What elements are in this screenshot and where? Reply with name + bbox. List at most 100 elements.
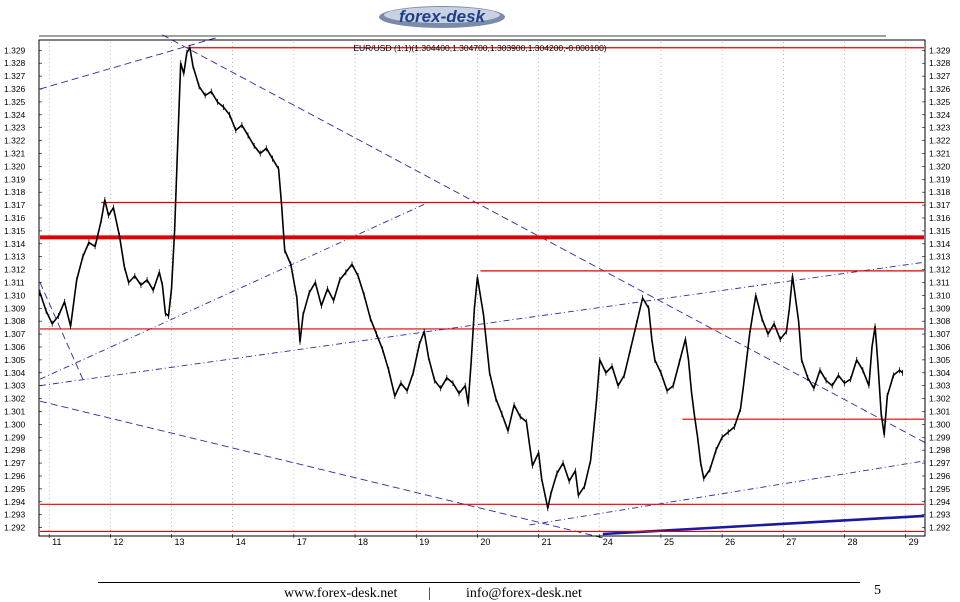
y-tick-label: 1.303	[929, 381, 951, 391]
y-tick-label: 1.304	[4, 368, 26, 378]
y-tick-label: 1.302	[929, 394, 951, 404]
y-tick-label: 1.294	[929, 497, 951, 507]
y-tick-label: 1.305	[4, 355, 26, 365]
x-tick-label: 21	[542, 537, 552, 547]
y-tick-label: 1.317	[929, 200, 951, 210]
plot-frame	[38, 39, 926, 537]
y-tick-label: 1.303	[4, 381, 26, 391]
footer-email-link[interactable]: info@forex-desk.net	[466, 586, 582, 601]
y-tick-label: 1.312	[929, 265, 951, 275]
footer-rule	[98, 582, 860, 583]
y-axis-left: 1.329 1.328 1.327 1.326 1.325 1.324 1.323 1.322…	[4, 45, 42, 533]
trendline	[39, 36, 218, 90]
y-tick-label: 1.323	[929, 123, 951, 133]
y-tick-label: 1.319	[929, 174, 951, 184]
y-tick-label: 1.300	[929, 419, 951, 429]
y-tick-label: 1.316	[4, 213, 26, 223]
x-tick-label: 14	[236, 537, 246, 547]
y-tick-label: 1.322	[929, 136, 951, 146]
y-tick-label: 1.328	[4, 58, 26, 68]
y-tick-label: 1.297	[4, 458, 26, 468]
y-tick-label: 1.296	[929, 471, 951, 481]
y-tick-label: 1.314	[4, 239, 26, 249]
y-tick-label: 1.308	[4, 316, 26, 326]
x-tick-label: 20	[480, 537, 490, 547]
y-tick-label: 1.296	[4, 471, 26, 481]
y-tick-label: 1.308	[929, 316, 951, 326]
y-tick-label: 1.311	[929, 277, 950, 287]
y-tick-label: 1.305	[929, 355, 951, 365]
y-tick-label: 1.310	[4, 290, 26, 300]
y-tick-label: 1.292	[4, 523, 26, 533]
x-tick-label: 19	[419, 537, 429, 547]
y-tick-label: 1.307	[929, 329, 951, 339]
y-tick-label: 1.301	[4, 406, 26, 416]
y-tick-label: 1.301	[929, 406, 951, 416]
y-tick-label: 1.315	[929, 226, 951, 236]
footer: www.forex-desk.net | info@forex-desk.net…	[0, 580, 960, 602]
y-tick-label: 1.295	[929, 484, 951, 494]
x-tick-label: 24	[603, 537, 613, 547]
y-tick-label: 1.320	[4, 161, 26, 171]
x-tick-label: 25	[664, 537, 674, 547]
y-tick-label: 1.323	[4, 123, 26, 133]
y-tick-label: 1.292	[929, 523, 951, 533]
y-tick-label: 1.316	[929, 213, 951, 223]
y-axis-right: 1.329 1.328 1.327 1.326 1.325 1.324 1.323 1.322…	[922, 45, 951, 533]
trendline	[39, 282, 84, 380]
y-tick-label: 1.328	[929, 58, 951, 68]
y-tick-label: 1.312	[4, 265, 26, 275]
grid	[48, 42, 906, 534]
y-tick-label: 1.324	[4, 110, 26, 120]
trendline	[39, 400, 603, 539]
x-tick-label: 17	[297, 537, 307, 547]
y-tick-label: 1.297	[929, 458, 951, 468]
y-tick-label: 1.319	[4, 174, 26, 184]
y-tick-label: 1.299	[929, 432, 951, 442]
chart-title: EUR/USD (1:1)(1.304400,1.304700,1.303900…	[353, 43, 606, 53]
logo-text: forex-desk	[399, 7, 487, 26]
x-axis: 11 12 13 14 17 18 19 20 21 24 25 26 27 28 29	[48, 534, 919, 547]
y-tick-label: 1.295	[4, 484, 26, 494]
horizontal-levels	[40, 47, 924, 533]
y-tick-label: 1.307	[4, 329, 26, 339]
eurusd-chart: EUR/USD (1:1)(1.304400,1.304700,1.303900…	[4, 34, 951, 547]
y-tick-label: 1.329	[4, 45, 26, 55]
x-tick-label: 11	[52, 537, 61, 547]
y-tick-label: 1.318	[929, 187, 951, 197]
y-tick-label: 1.314	[929, 239, 951, 249]
y-tick-label: 1.326	[929, 84, 951, 94]
forex-desk-logo: forex-desk	[379, 6, 505, 28]
y-tick-label: 1.300	[4, 419, 26, 429]
y-tick-label: 1.321	[4, 149, 26, 159]
y-tick-label: 1.299	[4, 432, 26, 442]
y-tick-label: 1.326	[4, 84, 26, 94]
y-tick-label: 1.293	[4, 510, 26, 520]
y-tick-label: 1.325	[929, 97, 951, 107]
y-tick-label: 1.293	[929, 510, 951, 520]
y-tick-label: 1.329	[929, 45, 951, 55]
x-tick-label: 12	[113, 537, 123, 547]
y-tick-label: 1.318	[4, 187, 26, 197]
x-tick-label: 13	[175, 537, 185, 547]
y-tick-label: 1.313	[929, 252, 951, 262]
x-tick-label: 29	[909, 537, 919, 547]
y-tick-label: 1.322	[4, 136, 26, 146]
page-number: 5	[874, 583, 881, 598]
y-tick-label: 1.321	[929, 149, 951, 159]
y-tick-label: 1.298	[929, 445, 951, 455]
y-tick-label: 1.310	[929, 290, 951, 300]
y-tick-label: 1.313	[4, 252, 26, 262]
y-tick-label: 1.327	[929, 71, 951, 81]
y-tick-label: 1.315	[4, 226, 26, 236]
price-series	[39, 44, 904, 512]
x-tick-label: 27	[786, 537, 796, 547]
y-tick-label: 1.311	[4, 277, 25, 287]
trendline	[39, 203, 426, 380]
x-tick-label: 28	[847, 537, 857, 547]
y-tick-label: 1.309	[929, 303, 951, 313]
footer-website-link[interactable]: www.forex-desk.net	[284, 586, 398, 601]
y-tick-label: 1.309	[4, 303, 26, 313]
y-tick-label: 1.302	[4, 394, 26, 404]
y-tick-label: 1.306	[929, 342, 951, 352]
